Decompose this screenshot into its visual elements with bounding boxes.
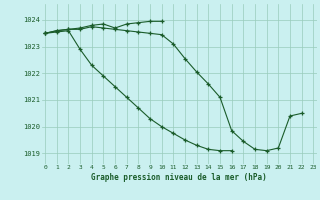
X-axis label: Graphe pression niveau de la mer (hPa): Graphe pression niveau de la mer (hPa) (91, 173, 267, 182)
